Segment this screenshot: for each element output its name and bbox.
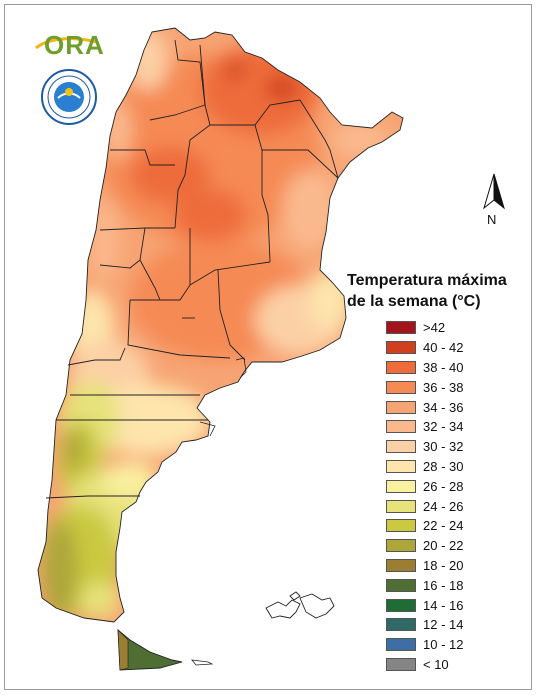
legend-label: 36 - 38 <box>423 379 464 395</box>
legend-label: 26 - 28 <box>423 478 464 494</box>
legend-swatch <box>386 519 416 533</box>
legend-label: 18 - 20 <box>423 557 464 573</box>
legend-label: 28 - 30 <box>423 458 464 474</box>
legend-swatch <box>386 618 416 632</box>
legend-label: 20 - 22 <box>423 538 464 554</box>
legend-swatch <box>386 578 416 592</box>
legend-item: < 10 <box>386 655 463 675</box>
legend-label: 24 - 26 <box>423 498 464 514</box>
legend-swatch <box>386 420 416 434</box>
legend-swatch <box>386 380 416 394</box>
legend-title-line1: Temperatura máxima <box>347 272 507 289</box>
legend-label: 10 - 12 <box>423 637 464 653</box>
legend-swatch <box>386 558 416 572</box>
legend-swatch <box>386 499 416 513</box>
legend-label: >42 <box>423 320 446 336</box>
legend-item: 30 - 32 <box>386 437 463 457</box>
legend-item: 14 - 16 <box>386 595 463 615</box>
peninsula-valdes <box>199 357 247 437</box>
legend-item: 10 - 12 <box>386 635 463 655</box>
legend-item: 12 - 14 <box>386 615 463 635</box>
legend-item: 16 - 18 <box>386 575 463 595</box>
tierra-del-fuego <box>117 628 214 671</box>
legend-title: Temperatura máxima de la semana (°C) <box>347 270 532 312</box>
legend-label: 30 - 32 <box>423 439 464 455</box>
legend-item: 26 - 28 <box>386 476 463 496</box>
legend-item: 18 - 20 <box>386 556 463 576</box>
legend-item: 20 - 22 <box>386 536 463 556</box>
legend-item: 34 - 36 <box>386 397 463 417</box>
legend-swatch <box>386 479 416 493</box>
north-arrow-icon <box>483 173 505 210</box>
legend-swatch <box>386 598 416 612</box>
legend-swatch <box>386 360 416 374</box>
legend-label: 32 - 34 <box>423 419 464 435</box>
legend-swatch <box>386 638 416 652</box>
legend-label: 34 - 36 <box>423 399 464 415</box>
ora-logo <box>35 37 97 50</box>
legend-swatch <box>386 321 416 335</box>
legend-label: 22 - 24 <box>423 518 464 534</box>
legend-swatch <box>386 539 416 553</box>
legend-swatch <box>386 341 416 355</box>
legend-item: >42 <box>386 318 463 338</box>
legend-label: 12 - 14 <box>423 617 464 633</box>
legend-title-line2: de la semana (°C) <box>347 293 481 310</box>
province-borders <box>37 27 404 623</box>
islas-malvinas <box>265 591 335 619</box>
map-frame <box>4 4 532 690</box>
legend-item: 36 - 38 <box>386 377 463 397</box>
legend-label: 38 - 40 <box>423 359 464 375</box>
legend-item: 22 - 24 <box>386 516 463 536</box>
legend-item: 32 - 34 <box>386 417 463 437</box>
legend-item: 40 - 42 <box>386 338 463 358</box>
legend-swatch <box>386 440 416 454</box>
legend-item: 38 - 40 <box>386 358 463 378</box>
legend-label: 40 - 42 <box>423 340 464 356</box>
legend-swatch <box>386 400 416 414</box>
legend-item: 24 - 26 <box>386 496 463 516</box>
legend-swatch <box>386 657 416 671</box>
north-label: N <box>487 212 497 227</box>
legend-label: 16 - 18 <box>423 577 464 593</box>
legend: >42 40 - 42 38 - 40 36 - 38 34 - 36 32 - 34 30… <box>386 318 463 674</box>
legend-swatch <box>386 459 416 473</box>
legend-label: 14 - 16 <box>423 597 464 613</box>
ora-logo-text: ORA <box>44 30 105 60</box>
legend-item: 28 - 30 <box>386 457 463 477</box>
smn-seal <box>41 69 97 125</box>
legend-label: < 10 <box>423 656 449 672</box>
